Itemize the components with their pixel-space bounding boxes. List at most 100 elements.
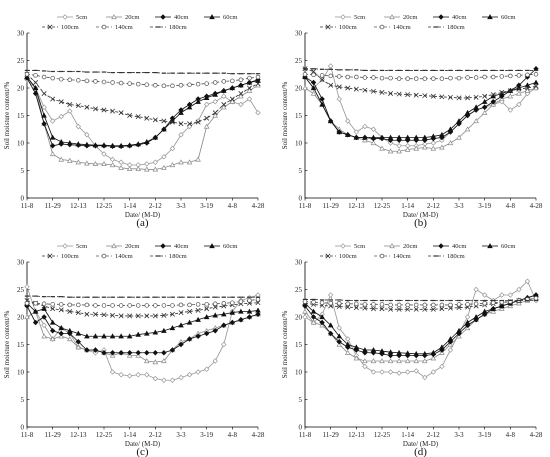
- data-point-60cm: [84, 141, 90, 147]
- data-point-40cm: [319, 96, 325, 102]
- y-axis-title: Soil moisture content/%: [281, 82, 289, 150]
- data-point-20cm: [344, 349, 351, 355]
- x-tick-label: 12-13: [348, 202, 365, 210]
- legend-marker: [438, 14, 444, 20]
- data-point-20cm: [49, 151, 56, 157]
- data-point-60cm: [152, 329, 159, 335]
- data-point-140cm: [525, 72, 530, 78]
- legend-entry-60cm: 60cm: [482, 243, 515, 250]
- data-point-20cm: [118, 164, 124, 170]
- data-point-60cm: [481, 308, 488, 314]
- data-point-140cm: [144, 82, 150, 87]
- data-point-60cm: [310, 85, 317, 91]
- data-point-60cm: [490, 305, 497, 311]
- data-point-5cm: [67, 108, 73, 114]
- legend-entry-60cm: 60cm: [204, 243, 237, 250]
- data-point-100cm: [396, 306, 402, 312]
- data-point-40cm: [186, 336, 193, 342]
- data-point-140cm: [187, 82, 192, 87]
- data-point-100cm: [370, 88, 376, 94]
- data-point-20cm: [396, 148, 402, 154]
- data-point-100cm: [178, 121, 184, 127]
- data-point-100cm: [110, 312, 116, 318]
- data-point-140cm: [396, 76, 402, 81]
- data-point-20cm: [516, 90, 522, 96]
- data-point-60cm: [229, 85, 236, 91]
- y-tick-label: 20: [17, 313, 25, 321]
- data-point-100cm: [388, 91, 394, 96]
- data-point-100cm: [75, 310, 81, 316]
- data-point-60cm: [353, 134, 360, 140]
- data-point-60cm: [379, 134, 385, 140]
- data-point-20cm: [430, 145, 437, 151]
- data-point-140cm: [50, 302, 55, 307]
- x-tick-label: 3-19: [200, 431, 213, 439]
- data-point-20cm: [66, 336, 73, 342]
- data-point-100cm: [212, 304, 218, 310]
- data-point-140cm: [473, 301, 479, 307]
- data-point-140cm: [144, 303, 150, 308]
- data-point-20cm: [379, 358, 385, 364]
- data-point-5cm: [362, 123, 368, 130]
- legend-entry-40cm: 40cm: [155, 243, 188, 250]
- y-tick-label: 30: [295, 258, 303, 266]
- data-point-5cm: [516, 286, 522, 293]
- data-point-5cm: [345, 118, 351, 124]
- legend-label: 5cm: [354, 14, 365, 21]
- data-point-5cm: [126, 373, 133, 379]
- data-point-100cm: [482, 93, 488, 99]
- data-point-140cm: [490, 74, 496, 80]
- data-point-40cm: [310, 314, 317, 320]
- legend-entry-180cm: 180cm: [150, 24, 187, 31]
- data-point-140cm: [388, 75, 393, 81]
- data-point-100cm: [465, 95, 471, 101]
- y-tick-label: 0: [299, 423, 303, 431]
- data-point-40cm: [161, 350, 167, 356]
- data-point-20cm: [481, 109, 488, 115]
- data-point-100cm: [135, 313, 141, 319]
- data-point-100cm: [516, 86, 522, 92]
- data-point-140cm: [379, 302, 385, 307]
- data-point-5cm: [58, 113, 64, 120]
- data-point-140cm: [456, 75, 462, 81]
- legend-label: 20cm: [125, 243, 139, 250]
- data-point-140cm: [58, 302, 64, 307]
- data-point-5cm: [524, 278, 531, 284]
- series-line-40cm: [26, 305, 259, 354]
- x-tick-label: 4-8: [506, 202, 516, 210]
- data-point-5cm: [221, 93, 227, 99]
- data-point-5cm: [212, 99, 218, 105]
- data-point-60cm: [84, 333, 90, 339]
- legend-label: 180cm: [447, 253, 465, 260]
- series-140cm: [302, 71, 539, 81]
- data-point-60cm: [387, 134, 394, 140]
- data-point-100cm: [229, 96, 235, 102]
- x-tick-label: 11-29: [323, 431, 340, 439]
- data-point-20cm: [439, 144, 445, 150]
- data-point-100cm: [447, 94, 453, 100]
- data-point-60cm: [101, 333, 107, 339]
- data-point-60cm: [58, 138, 65, 145]
- legend-label: 5cm: [76, 14, 87, 21]
- data-point-40cm: [49, 328, 56, 334]
- series-40cm: [24, 303, 261, 356]
- data-point-60cm: [143, 330, 150, 336]
- data-point-140cm: [153, 82, 158, 88]
- chart-panel-a: 0 5 10 15 20 25 30 11-8 11-29 12-13 12-25 1-14 2-12 3…: [3, 14, 265, 229]
- data-point-60cm: [533, 79, 539, 85]
- data-point-5cm: [161, 377, 167, 383]
- data-point-140cm: [516, 73, 522, 78]
- data-point-5cm: [101, 151, 107, 157]
- data-point-5cm: [118, 372, 124, 378]
- data-point-5cm: [396, 370, 402, 376]
- y-tick-label: 25: [295, 286, 303, 294]
- y-tick-label: 20: [295, 313, 303, 321]
- legend-label: 20cm: [403, 14, 417, 21]
- data-point-100cm: [144, 115, 150, 121]
- data-point-20cm: [66, 157, 73, 163]
- data-point-40cm: [92, 347, 99, 353]
- data-point-60cm: [524, 82, 531, 88]
- series-line-60cm: [26, 302, 259, 337]
- data-point-20cm: [109, 162, 116, 168]
- data-point-140cm: [230, 300, 235, 305]
